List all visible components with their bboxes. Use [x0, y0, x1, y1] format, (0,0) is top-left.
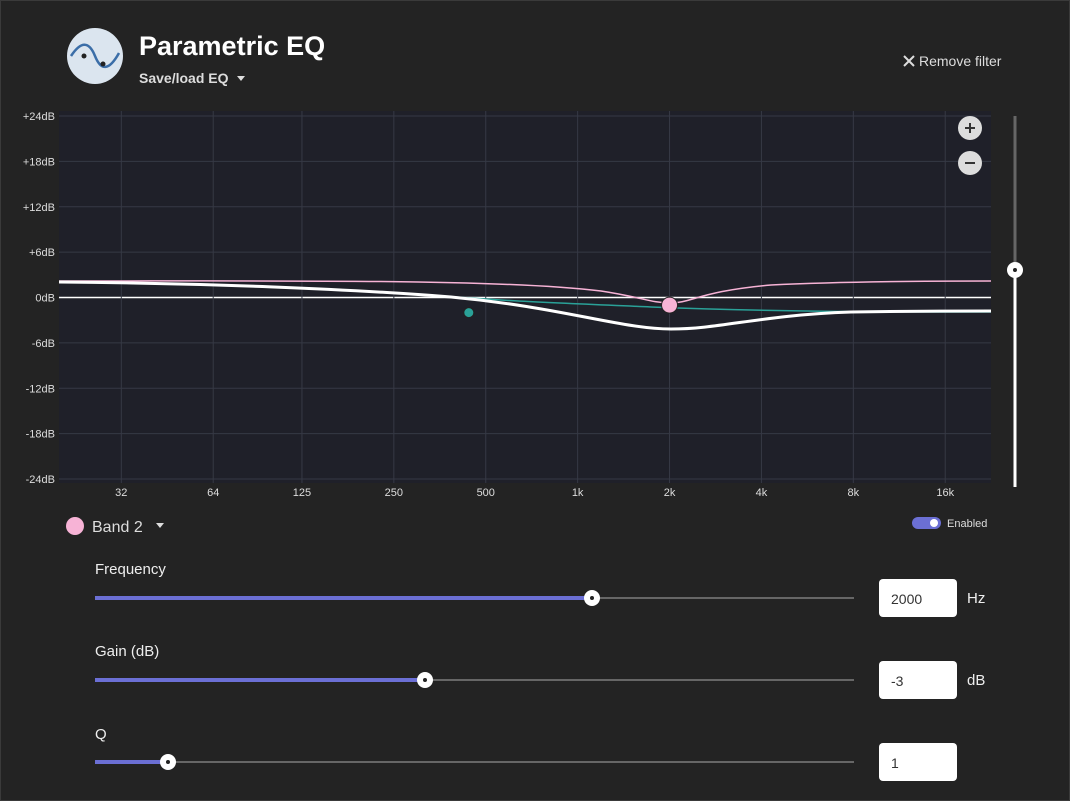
control-label: Q: [95, 726, 107, 743]
x-tick-label: 500: [477, 487, 495, 499]
band-select[interactable]: Band 2: [92, 519, 143, 536]
x-tick-label: 16k: [936, 487, 954, 499]
y-tick-label: +6dB: [29, 247, 55, 259]
logo-dot: [81, 53, 87, 59]
y-tick-label: +18dB: [23, 156, 55, 168]
control-input[interactable]: -3: [879, 661, 957, 699]
logo-dot: [100, 61, 106, 67]
y-tick-label: +12dB: [23, 202, 55, 214]
y-tick-label: -6dB: [32, 338, 55, 350]
band-point: [463, 307, 475, 319]
control-label: Gain (dB): [95, 643, 160, 660]
y-tick-label: 0dB: [35, 293, 55, 305]
x-tick-label: 1k: [572, 487, 584, 499]
thumb-dot: [166, 760, 170, 764]
control-input[interactable]: 1: [879, 743, 957, 781]
band-curve: [58, 280, 992, 304]
x-tick-label: 64: [207, 487, 219, 499]
thumb-dot: [590, 596, 594, 600]
x-tick-label: 125: [293, 487, 311, 499]
y-tick-label: -18dB: [26, 429, 55, 441]
remove-icon: [903, 55, 915, 67]
band-caret: [156, 523, 164, 528]
y-tick-label: -24dB: [26, 474, 55, 486]
y-tick-label: +24dB: [23, 111, 55, 123]
control-label: Frequency: [95, 561, 166, 578]
menu-caret: [237, 76, 245, 81]
x-tick-label: 32: [115, 487, 127, 499]
total-curve: [58, 280, 992, 331]
enabled-label: Enabled: [947, 518, 987, 530]
x-tick-label: 4k: [756, 487, 768, 499]
control-unit: dB: [967, 672, 986, 689]
control-input[interactable]: 2000: [879, 579, 957, 617]
y-tick-label: -12dB: [26, 383, 55, 395]
toggle-knob: [930, 519, 938, 527]
title: Parametric EQ: [139, 31, 325, 61]
band-point: [661, 296, 679, 314]
thumb-dot: [1013, 268, 1017, 272]
x-tick-label: 2k: [664, 487, 676, 499]
x-tick-label: 250: [385, 487, 403, 499]
band-color: [66, 517, 84, 535]
control-unit: Hz: [967, 590, 986, 607]
save-load-menu[interactable]: Save/load EQ: [139, 70, 229, 86]
logo-wave: [69, 43, 121, 69]
remove-filter[interactable]: Remove filter: [919, 53, 1002, 69]
x-tick-label: 8k: [848, 487, 860, 499]
thumb-dot: [423, 678, 427, 682]
zoom-in-icon: [965, 123, 975, 133]
